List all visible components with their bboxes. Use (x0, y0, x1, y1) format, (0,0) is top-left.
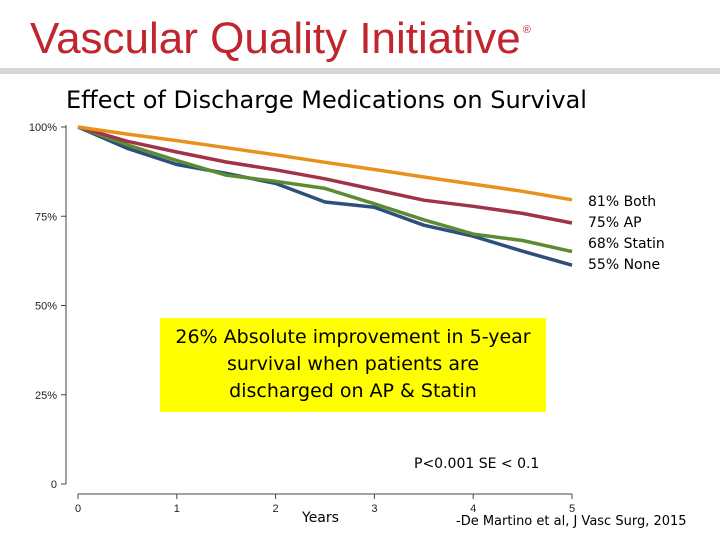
y-tick-label: 100% (29, 122, 57, 134)
legend-entry-statin: 68% Statin (588, 236, 665, 252)
x-tick-label: 1 (174, 503, 180, 515)
legend: 81% Both 75% AP 68% Statin 55% None (588, 192, 665, 276)
series-line-none (77, 125, 573, 267)
y-tick-label: 50% (35, 301, 57, 313)
x-tick-label: 2 (273, 503, 279, 515)
x-tick-label: 5 (569, 503, 575, 515)
brand-name: Vascular Quality Initiative (30, 14, 521, 63)
x-tick-label: 4 (470, 503, 476, 515)
callout-line-2: survival when patients are (226, 353, 480, 375)
x-tick-label: 3 (371, 503, 377, 515)
header-divider (0, 68, 720, 74)
legend-entry-ap: 75% AP (588, 215, 642, 231)
series-line-ap (77, 125, 573, 225)
citation: -De Martino et al, J Vasc Surg, 2015 (456, 514, 687, 529)
y-tick-label: 25% (35, 390, 57, 402)
series-line-statin (77, 125, 573, 254)
y-tick-label: 0 (51, 479, 57, 491)
chart-series (77, 125, 573, 267)
y-tick-label: 75% (35, 211, 57, 223)
chart-axes: 0 25% 50% 75% 100% 0 1 2 3 4 5 (29, 122, 575, 515)
legend-entry-none: 55% None (588, 257, 661, 273)
series-line-both (77, 125, 573, 202)
callout-line-1: 26% Absolute improvement in 5-year (175, 326, 531, 348)
legend-entry-both: 81% Both (588, 194, 657, 210)
x-tick-label: 0 (75, 503, 81, 515)
callout-line-3: discharged on AP & Statin (229, 380, 477, 402)
x-axis-label: Years (302, 510, 339, 526)
callout-box: 26% Absolute improvement in 5-year survi… (160, 318, 546, 412)
registered-mark: ® (522, 24, 531, 36)
brand-logo: Vascular Quality Initiative ® (30, 14, 531, 64)
p-value-text: P<0.001 SE < 0.1 (414, 456, 540, 472)
chart-title: Effect of Discharge Medications on Survi… (66, 86, 587, 114)
